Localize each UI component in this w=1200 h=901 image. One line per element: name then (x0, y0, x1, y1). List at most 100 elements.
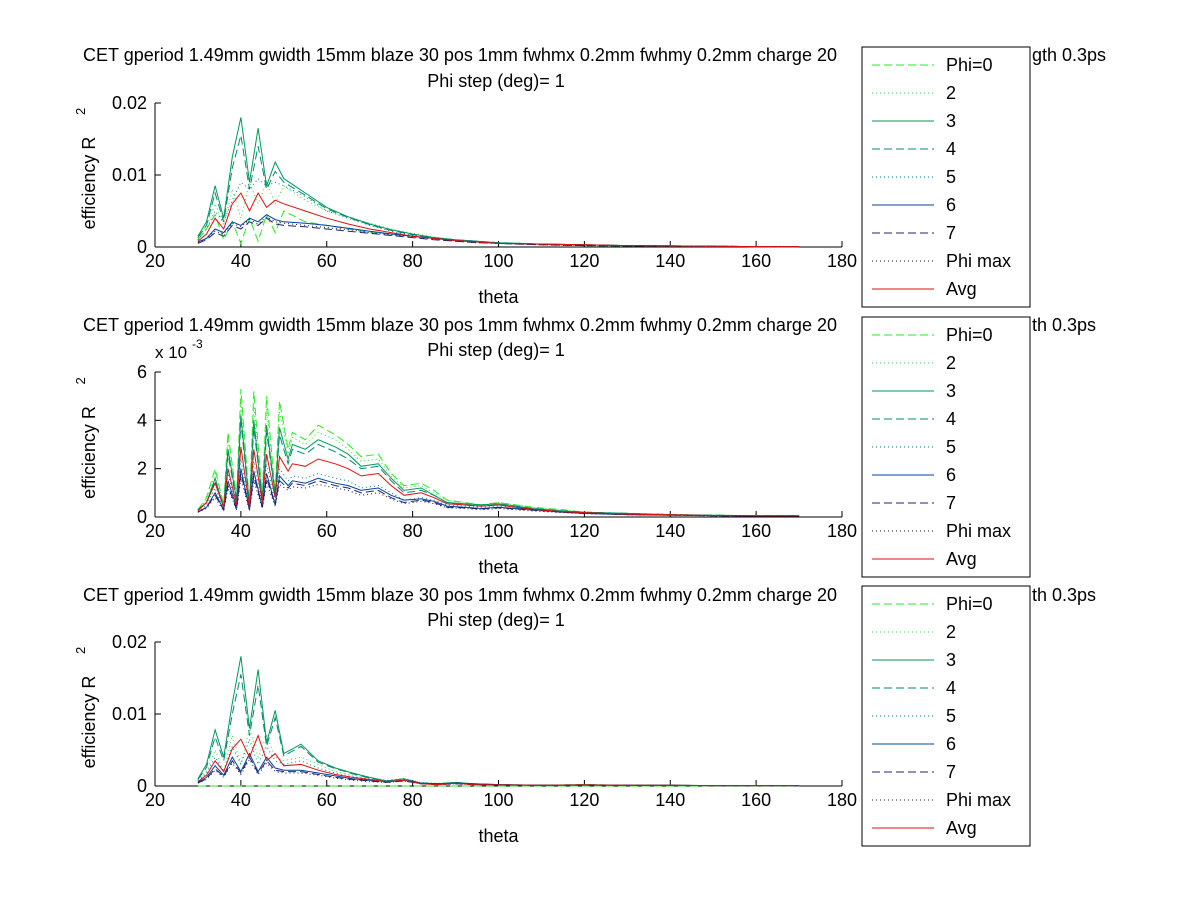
y-tick-label: 0.01 (112, 704, 147, 724)
series-line-3 (197, 415, 800, 517)
x-tick-label: 180 (827, 790, 857, 810)
legend-label: Phi=0 (946, 594, 993, 614)
legend-label: 5 (946, 167, 956, 187)
x-tick-label: 120 (569, 521, 599, 541)
x-tick-label: 160 (741, 251, 771, 271)
x-tick-label: 120 (569, 790, 599, 810)
legend: Phi=0 2 3 4 5 6 7 Phi max Avg (861, 585, 1031, 847)
legend-label: Phi=0 (946, 55, 993, 75)
y-tick-label: 0 (137, 776, 147, 796)
x-tick-label: 20 (145, 521, 165, 541)
legend-label: Phi max (946, 521, 1011, 541)
y-multiplier: x 10 (155, 343, 187, 362)
x-tick-label: 80 (403, 521, 423, 541)
y-axis-label-group: efficiency R 2 (73, 108, 99, 230)
x-axis-label: theta (478, 557, 519, 577)
x-tick-label: 40 (231, 521, 251, 541)
series-line-9 (197, 734, 800, 787)
y-tick-label: 0 (137, 507, 147, 527)
legend-label: Avg (946, 818, 977, 838)
legend-label: 6 (946, 734, 956, 754)
x-tick-label: 160 (741, 521, 771, 541)
x-tick-label: 140 (655, 790, 685, 810)
x-tick-label: 180 (827, 521, 857, 541)
series-line-4 (197, 422, 800, 517)
legend: Phi=0 2 3 4 5 6 7 Phi max Avg (861, 46, 1031, 308)
chart-subtitle: Phi step (deg)= 1 (427, 610, 565, 630)
y-axis-label-group: efficiency R 2 (73, 647, 99, 769)
series-line-4 (197, 674, 800, 787)
x-tick-label: 40 (231, 790, 251, 810)
y-axis-label-superscript: 2 (73, 377, 88, 384)
chart-subtitle: Phi step (deg)= 1 (427, 340, 565, 360)
x-tick-label: 100 (483, 790, 513, 810)
chart-title: CET gperiod 1.49mm gwidth 15mm blaze 30 … (83, 45, 837, 65)
y-tick-label: 0.02 (112, 632, 147, 652)
legend-label: 7 (946, 493, 956, 513)
y-axis-label-superscript: 2 (73, 647, 88, 654)
series-line-7 (197, 217, 800, 248)
y-axis-label: efficiency R (79, 676, 99, 769)
y-tick-label: 2 (137, 459, 147, 479)
subplot-3: 20 40 60 80 100 120 140 160 180 0 0.01 0.02 theta eff… (73, 585, 1096, 847)
legend-label: 4 (946, 139, 956, 159)
legend-label: 5 (946, 437, 956, 457)
x-tick-label: 140 (655, 521, 685, 541)
legend-label: Phi=0 (946, 325, 993, 345)
series-line-2 (197, 180, 800, 248)
series-line-6 (197, 468, 800, 517)
series-line-5 (197, 737, 800, 787)
x-tick-label: 40 (231, 251, 251, 271)
legend-label: 3 (946, 650, 956, 670)
x-tick-label: 100 (483, 251, 513, 271)
subplot-1: 20 40 60 80 100 120 140 160 180 0 0.01 0.02 theta eff… (73, 45, 1106, 308)
legend-label: 7 (946, 223, 956, 243)
series-line-1 (197, 210, 800, 248)
x-tick-label: 140 (655, 251, 685, 271)
x-tick-label: 60 (317, 790, 337, 810)
legend-label: 7 (946, 762, 956, 782)
legend-label: Avg (946, 549, 977, 569)
x-tick-label: 160 (741, 790, 771, 810)
y-tick-label: 6 (137, 362, 147, 382)
y-axis-label-group: efficiency R 2 (73, 377, 99, 499)
legend-label: 4 (946, 678, 956, 698)
series-line-3 (197, 117, 800, 248)
legend: Phi=0 2 3 4 5 6 7 Phi max Avg (861, 316, 1031, 578)
chart-subtitle: Phi step (deg)= 1 (427, 71, 565, 91)
series-line-8 (197, 216, 800, 248)
subplot-2: 20 40 60 80 100 120 140 160 180 0 2 4 6 x 10 -3 theta ef… (73, 315, 1096, 578)
x-tick-label: 20 (145, 790, 165, 810)
series-line-8 (197, 758, 800, 787)
x-axis-label: theta (478, 826, 519, 846)
y-axis-label: efficiency R (79, 137, 99, 230)
x-tick-label: 80 (403, 251, 423, 271)
series-line-7 (197, 473, 800, 517)
series-line-5 (197, 177, 800, 248)
series-line-2 (197, 726, 800, 787)
y-tick-label: 4 (137, 410, 147, 430)
legend-label: 2 (946, 83, 956, 103)
series-line-1 (197, 388, 800, 517)
y-axis-label-superscript: 2 (73, 108, 88, 115)
legend-label: Phi max (946, 251, 1011, 271)
x-tick-label: 180 (827, 251, 857, 271)
legend-label: 2 (946, 353, 956, 373)
legend-label: Phi max (946, 790, 1011, 810)
series-lines (197, 656, 800, 787)
legend-label: 2 (946, 622, 956, 642)
series-lines (197, 117, 800, 248)
x-tick-label: 100 (483, 521, 513, 541)
x-tick-label: 20 (145, 251, 165, 271)
chart-title-tail: th 0.3ps (1032, 585, 1096, 605)
series-line-9 (197, 191, 800, 248)
legend-box (861, 316, 1031, 578)
legend-label: 3 (946, 381, 956, 401)
x-tick-label: 60 (317, 251, 337, 271)
legend-label: 4 (946, 409, 956, 429)
legend-label: 6 (946, 195, 956, 215)
chart-title-tail: th 0.3ps (1032, 315, 1096, 335)
series-line-9 (197, 446, 800, 517)
legend-box (861, 585, 1031, 847)
y-multiplier-exponent: -3 (192, 337, 203, 351)
